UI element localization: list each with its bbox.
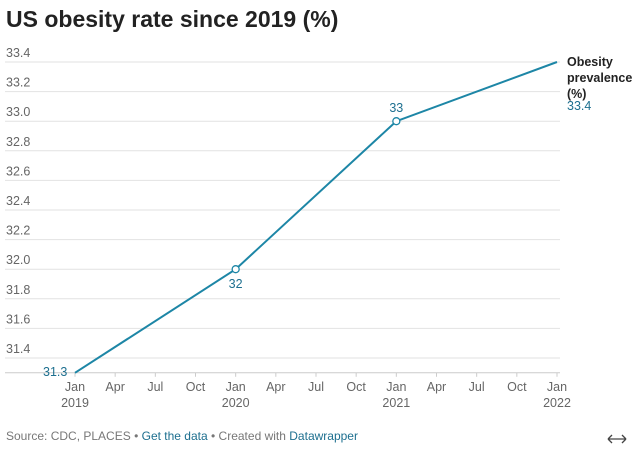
x-tick-label: Apr — [266, 379, 286, 394]
x-tick-label: Jan 2019 — [61, 379, 89, 410]
x-tick-label: Apr — [426, 379, 447, 394]
y-tick-label: 32.4 — [6, 194, 30, 208]
y-tick-label: 32.8 — [6, 135, 30, 149]
footer: Source: CDC, PLACES • Get the data • Cre… — [6, 429, 358, 443]
series-label: Obesity prevalence (%) — [567, 55, 633, 101]
y-tick-label: 31.6 — [6, 312, 30, 326]
y-tick-label: 32.6 — [6, 164, 30, 178]
marker — [392, 117, 401, 126]
y-tick-label: 31.4 — [6, 342, 30, 356]
y-tick-label: 33.4 — [6, 46, 30, 60]
separator: • — [134, 429, 139, 443]
data-label: 33.4 — [567, 99, 592, 113]
x-tick-label: Oct — [346, 379, 366, 394]
chart-title: US obesity rate since 2019 (%) — [6, 6, 339, 32]
y-tick-label: 33.2 — [6, 76, 30, 90]
y-tick-label: 32.2 — [6, 224, 30, 238]
data-label: 31.3 — [43, 364, 68, 379]
separator: • — [211, 429, 216, 443]
x-tick-label: Jul — [308, 379, 324, 394]
data-label: 33 — [389, 101, 404, 116]
y-tick-label: 31.8 — [6, 283, 30, 297]
line — [74, 61, 558, 374]
data-label: 32 — [228, 277, 243, 292]
y-tick-label: 33.0 — [6, 105, 30, 119]
x-tick-label: Jul — [468, 379, 485, 394]
x-tick-label: Jan 2020 — [221, 379, 250, 410]
x-tick-label: Oct — [507, 379, 527, 394]
expand-icon[interactable] — [606, 432, 628, 446]
data-link[interactable]: Get the data — [141, 429, 208, 443]
credit: Created with — [218, 429, 286, 443]
x-tick-label: Oct — [185, 379, 206, 394]
credit-link[interactable]: Datawrapper — [289, 429, 358, 443]
x-tick-label: Jan 2021 — [382, 379, 411, 410]
marker — [231, 265, 240, 274]
y-tick-label: 32.0 — [6, 253, 30, 267]
x-tick-label: Apr — [105, 379, 125, 394]
source: Source: CDC, PLACES — [6, 429, 131, 443]
x-tick-label: Jul — [147, 379, 164, 394]
x-tick-label: Jan 2022 — [543, 379, 571, 410]
